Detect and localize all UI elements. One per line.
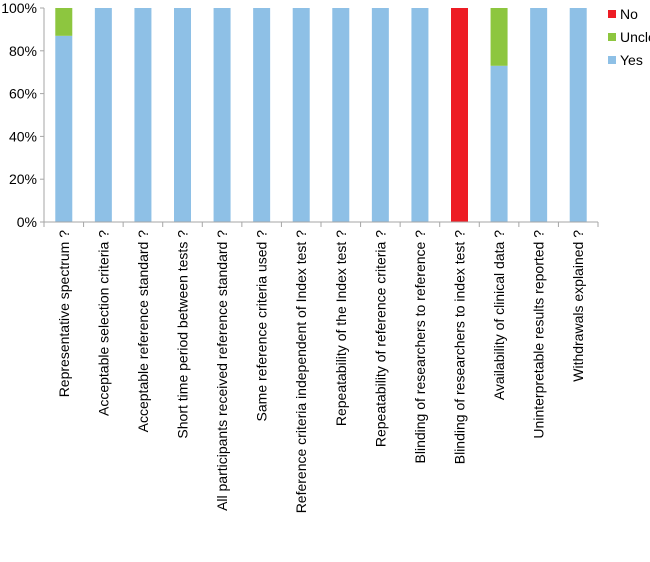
x-category-label: Blinding of researchers to reference ?	[412, 230, 428, 464]
bar-no	[451, 8, 468, 222]
x-category-label: Uninterpretable results reported ?	[531, 230, 547, 439]
y-tick-label: 0%	[17, 214, 37, 230]
bar-yes	[292, 8, 310, 222]
x-category-label: Representative spectrum ?	[56, 230, 72, 398]
legend-label-yes: Yes	[620, 52, 643, 68]
x-category-label: Acceptable selection criteria ?	[95, 230, 111, 416]
x-category-label: Repeatability of the Index test ?	[333, 230, 349, 426]
x-category-label: Blinding of researchers to index test ?	[452, 230, 468, 464]
x-category-label: Short time period between tests ?	[175, 230, 191, 439]
x-axis: Representative spectrum ? Acceptable sele…	[43, 221, 599, 514]
bar-unclear	[490, 8, 508, 66]
x-category-label: Reference criteria independent of Index …	[293, 230, 309, 514]
y-tick-label: 80%	[9, 43, 37, 59]
bar-yes	[490, 65, 508, 222]
bars	[55, 8, 587, 222]
x-category-label: Withdrawals explained ?	[570, 230, 586, 382]
bar-yes	[569, 8, 587, 222]
legend-swatch-no	[608, 10, 616, 18]
x-category-label: Acceptable reference standard ?	[135, 230, 151, 433]
legend-swatch-yes	[608, 56, 616, 64]
bar-yes	[94, 8, 112, 222]
x-category-label: All participants received reference stan…	[214, 230, 230, 511]
legend-label-unclear: Unclear	[620, 29, 650, 45]
y-tick-label: 100%	[1, 0, 37, 16]
bar-yes	[411, 8, 429, 222]
bar-yes	[55, 35, 73, 222]
bar-yes	[253, 8, 271, 222]
bar-yes	[174, 8, 191, 222]
y-tick-label: 40%	[9, 128, 37, 144]
x-category-label: Availability of clinical data ?	[491, 230, 507, 400]
y-axis: 0% 20% 40% 60% 80% 100%	[1, 0, 45, 230]
bar-yes	[371, 8, 389, 222]
bar-yes	[332, 8, 350, 222]
bar-yes	[530, 8, 548, 222]
bar-yes	[134, 8, 152, 222]
legend-swatch-unclear	[608, 33, 616, 41]
x-category-label: Same reference criteria used ?	[254, 230, 270, 422]
y-tick-label: 20%	[9, 171, 37, 187]
bar-yes	[213, 8, 231, 222]
legend-label-no: No	[620, 6, 638, 22]
x-category-label: Repeatability of reference criteria ?	[372, 230, 388, 447]
y-tick-label: 60%	[9, 86, 37, 102]
bar-unclear	[55, 8, 73, 36]
legend: No Unclear Yes	[608, 6, 650, 68]
